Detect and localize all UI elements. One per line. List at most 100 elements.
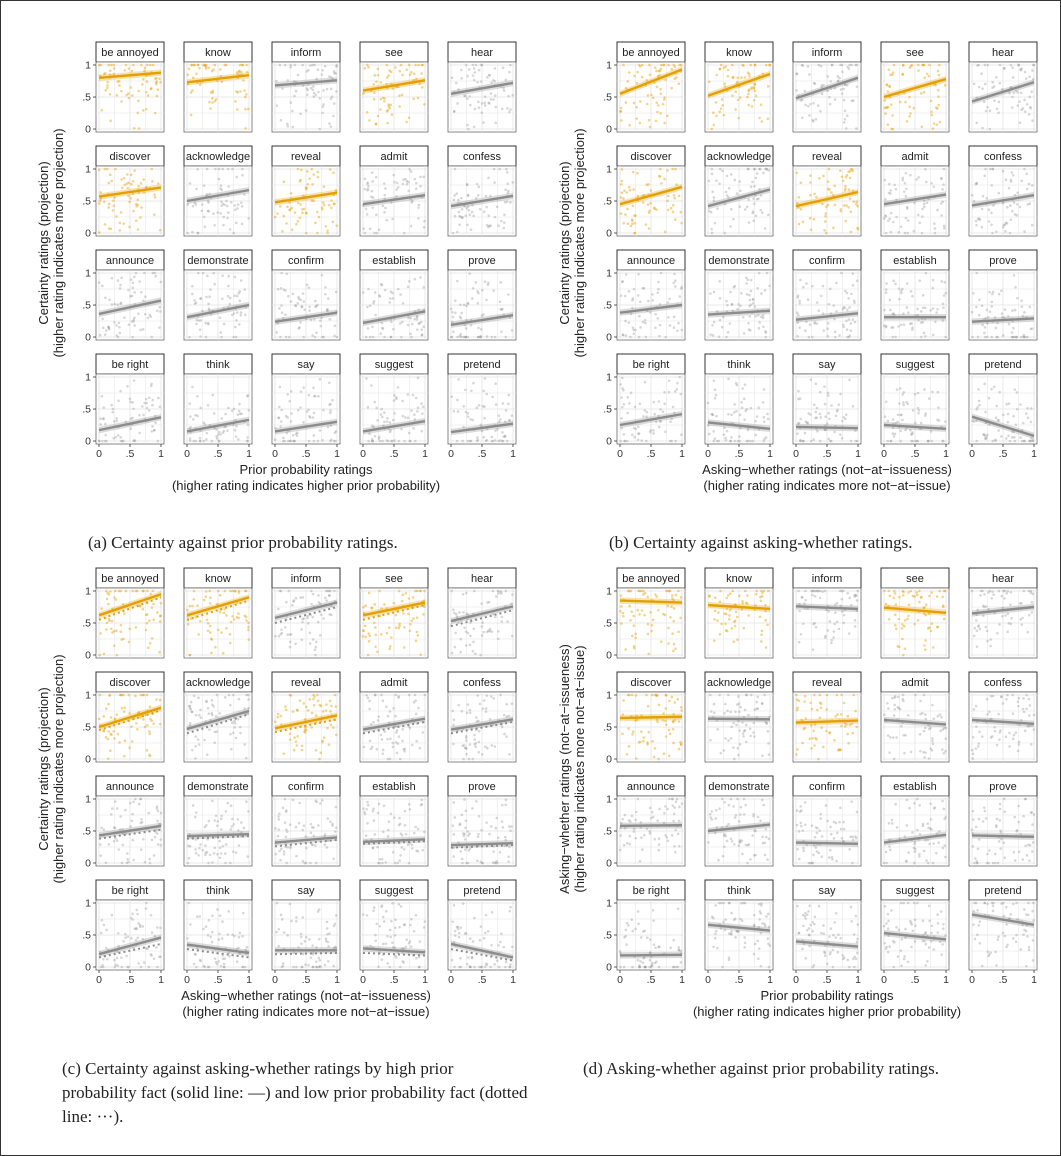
data-point — [468, 643, 472, 647]
data-point — [108, 73, 112, 76]
facet-label: demonstrate — [187, 255, 248, 267]
data-point — [294, 89, 298, 93]
data-point — [105, 628, 108, 631]
data-point — [1031, 438, 1034, 442]
data-point — [912, 229, 916, 233]
data-point — [374, 313, 377, 317]
data-point — [415, 318, 419, 321]
data-point — [415, 314, 419, 318]
data-point — [748, 315, 752, 318]
facet-label: be annoyed — [101, 47, 159, 59]
data-point — [125, 954, 128, 958]
data-point — [199, 335, 202, 338]
data-point — [99, 423, 103, 426]
data-point — [220, 80, 224, 83]
data-point — [646, 94, 650, 97]
data-point — [278, 205, 282, 208]
data-point — [649, 202, 652, 205]
data-point — [372, 97, 376, 101]
data-point — [465, 183, 469, 187]
data-point — [674, 218, 677, 221]
data-point — [192, 439, 196, 443]
data-point — [766, 417, 770, 421]
data-point — [842, 98, 846, 102]
data-point — [323, 596, 327, 600]
data-point — [944, 291, 948, 295]
data-point — [235, 90, 238, 93]
data-point — [740, 292, 743, 295]
data-point — [238, 69, 241, 73]
data-point — [310, 602, 313, 606]
data-point — [744, 409, 747, 413]
data-point — [322, 203, 326, 207]
data-point — [476, 694, 480, 697]
data-point — [848, 176, 852, 180]
data-point — [383, 335, 386, 339]
data-point — [107, 327, 111, 331]
data-points — [365, 376, 425, 443]
data-point — [197, 319, 201, 322]
data-point — [489, 98, 493, 101]
data-point — [507, 393, 511, 397]
data-point — [155, 82, 158, 86]
data-point — [362, 92, 365, 95]
data-point — [500, 803, 504, 807]
data-point — [151, 180, 154, 183]
data-point — [658, 323, 662, 327]
data-point — [401, 593, 405, 597]
data-point — [284, 708, 288, 712]
data-point — [112, 67, 116, 70]
data-point — [373, 291, 377, 294]
data-point — [474, 63, 478, 67]
data-point — [631, 170, 635, 174]
data-point — [916, 439, 920, 443]
data-point — [659, 167, 662, 171]
data-point — [763, 289, 767, 292]
data-point — [120, 186, 124, 190]
data-point — [711, 190, 714, 193]
data-point — [835, 281, 838, 285]
data-point — [479, 335, 482, 339]
data-point — [483, 745, 487, 748]
data-point — [120, 706, 124, 710]
data-point — [148, 753, 151, 757]
data-point — [995, 76, 998, 79]
data-point — [119, 589, 122, 593]
data-point — [280, 631, 284, 635]
data-point — [830, 63, 834, 67]
x-tick-label: 1 — [334, 448, 340, 460]
data-point — [633, 221, 637, 225]
data-point — [379, 633, 383, 636]
data-point — [138, 604, 142, 608]
data-point — [660, 181, 663, 185]
data-point — [450, 76, 454, 80]
data-point — [854, 63, 857, 67]
data-point — [317, 824, 320, 827]
data-point — [884, 231, 888, 235]
data-point — [288, 208, 291, 212]
data-point — [411, 596, 415, 599]
data-point — [362, 807, 365, 811]
data-point — [217, 167, 221, 171]
data-point — [840, 92, 844, 95]
data-point — [800, 63, 804, 67]
data-point — [813, 321, 817, 324]
data-point — [407, 861, 411, 865]
data-point — [383, 603, 386, 606]
data-point — [829, 80, 833, 83]
data-point — [637, 335, 641, 339]
data-point — [640, 439, 644, 442]
data-point — [98, 333, 102, 337]
data-point — [288, 645, 292, 649]
y-tick-label: 1 — [85, 690, 91, 702]
data-point — [821, 284, 825, 288]
data-point — [142, 413, 145, 417]
data-point — [817, 309, 821, 312]
data-point — [392, 327, 395, 331]
data-point — [111, 407, 115, 411]
data-point — [236, 91, 240, 94]
data-point — [485, 335, 489, 338]
data-point — [221, 274, 224, 278]
data-point — [363, 177, 367, 181]
data-point — [130, 819, 134, 823]
